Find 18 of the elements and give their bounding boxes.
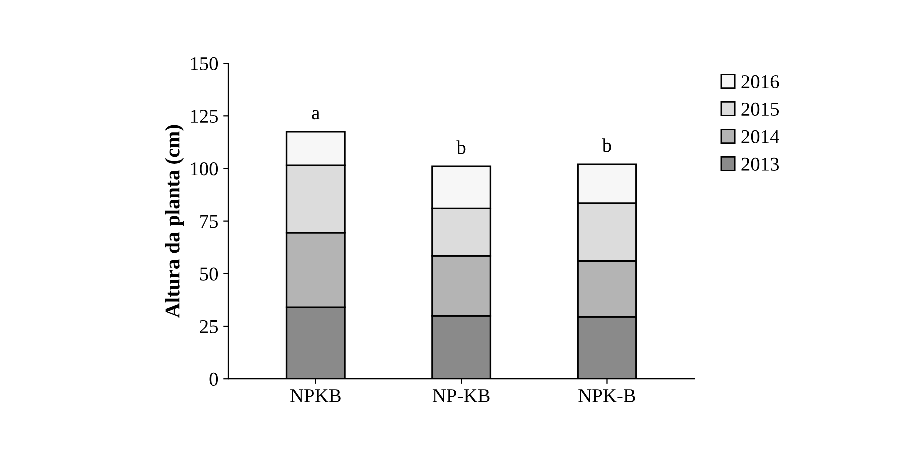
annotation: b — [456, 140, 466, 154]
y-tick-label: 150 — [191, 57, 218, 70]
legend-label: 2014 — [742, 130, 780, 144]
y-tick-label: 0 — [210, 372, 218, 386]
x-tick-label: NPKB — [290, 390, 341, 402]
legend-label: 2015 — [742, 102, 780, 116]
x-tick-label: NPK-B — [578, 390, 636, 402]
y-tick-label: 25 — [200, 320, 218, 334]
y-tick-label: 100 — [191, 162, 218, 176]
legend-label: 2016 — [742, 75, 780, 89]
y-tick-label: 50 — [200, 268, 218, 281]
legend-label: 2013 — [742, 158, 780, 171]
y-tick-label: 75 — [200, 215, 218, 228]
annotation: a — [312, 110, 320, 120]
y-tick-label: 125 — [191, 110, 218, 124]
x-tick-label: NP-KB — [432, 390, 490, 402]
annotation: b — [602, 138, 612, 152]
y-axis-title: Altura da planta (cm) — [165, 125, 184, 318]
